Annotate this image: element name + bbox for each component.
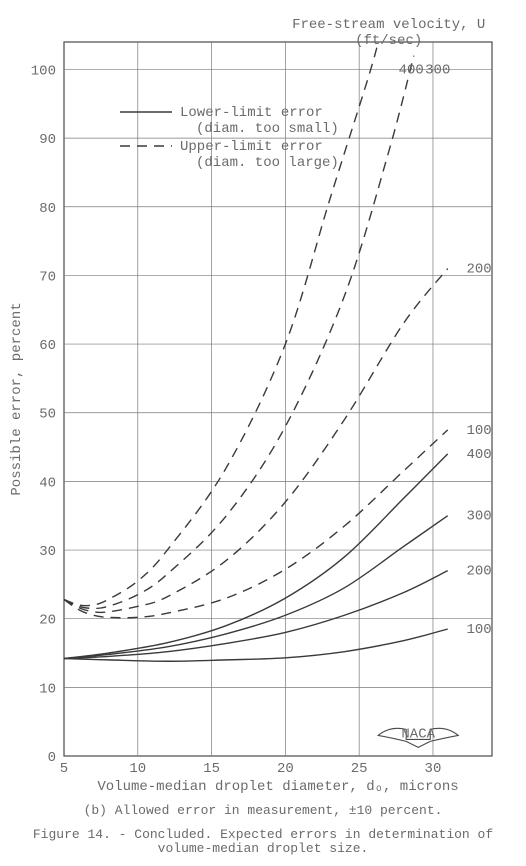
caption-b: (b) Allowed error in measurement, ±10 pe… (84, 803, 443, 818)
y-tick: 30 (39, 544, 56, 560)
legend-dashed-label-2: (diam. too large) (196, 155, 339, 171)
legend-solid-label-1: Lower-limit error (180, 105, 323, 121)
x-axis-label: Volume-median droplet diameter, dₒ, micr… (97, 779, 458, 795)
x-tick-labels: 5 10 15 20 25 30 (60, 761, 442, 777)
series-label-lower-100: 100 (466, 622, 491, 638)
naca-badge: NACA (378, 726, 458, 747)
y-tick-labels: 0 10 20 30 40 50 60 70 80 90 100 (31, 63, 56, 766)
figure-caption-line-1: Figure 14. - Concluded. Expected errors … (33, 827, 493, 842)
series-label-lower-200: 200 (466, 564, 491, 580)
series-label-lower-400: 400 (466, 447, 491, 463)
x-tick: 20 (277, 761, 294, 777)
y-tick: 40 (39, 475, 56, 491)
y-tick: 70 (39, 269, 56, 285)
series-label-upper-200: 200 (466, 262, 491, 278)
series-label-upper-300: 300 (425, 62, 450, 78)
curve-upper-100 (64, 430, 448, 618)
legend-solid-label-2: (diam. too small) (196, 121, 339, 137)
x-tick: 15 (203, 761, 220, 777)
header-line-1: Free-stream velocity, U (292, 17, 485, 33)
series-label-upper-400: 400 (399, 62, 424, 78)
x-tick: 5 (60, 761, 68, 777)
y-tick: 100 (31, 63, 56, 79)
x-tick: 25 (351, 761, 368, 777)
header-line-2: (ft/sec) (355, 33, 422, 49)
x-tick: 10 (129, 761, 146, 777)
curve-lower-300 (64, 516, 448, 659)
x-tick: 30 (425, 761, 442, 777)
y-tick: 10 (39, 681, 56, 697)
curve-lower-100 (64, 629, 448, 661)
series-label-upper-100: 100 (466, 423, 491, 439)
error-chart: 100200300400100200300400 51015202530 010… (0, 0, 526, 866)
y-tick: 20 (39, 613, 56, 629)
figure-caption-line-2: volume-median droplet size. (158, 841, 369, 856)
series-label-lower-300: 300 (466, 509, 491, 525)
series-labels: 100200300400100200300400 (399, 62, 492, 638)
y-axis-label: Possible error, percent (9, 302, 25, 495)
curve-upper-200 (64, 269, 448, 613)
legend-dashed-label-1: Upper-limit error (180, 139, 323, 155)
y-tick: 50 (39, 407, 56, 423)
curve-lower-200 (64, 571, 448, 659)
y-tick: 0 (48, 750, 56, 766)
naca-label: NACA (401, 726, 435, 742)
y-tick: 90 (39, 132, 56, 148)
y-tick: 60 (39, 338, 56, 354)
y-tick: 80 (39, 201, 56, 217)
